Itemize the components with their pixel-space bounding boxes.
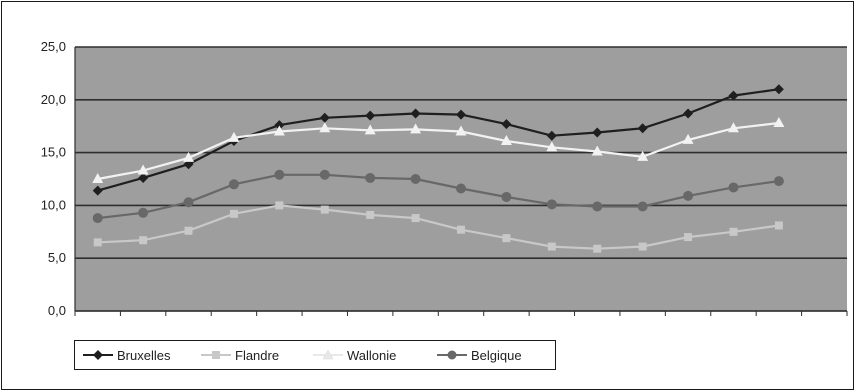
- data-point-wallonie: [773, 117, 785, 128]
- y-tick-label: 15,0: [41, 145, 66, 160]
- data-point-belgique: [365, 172, 376, 183]
- legend-label-flandre: Flandre: [235, 347, 280, 363]
- data-point-belgique: [683, 190, 694, 201]
- data-point-wallonie: [228, 131, 240, 142]
- data-point-bruxelles: [456, 109, 466, 120]
- data-point-flandre: [229, 209, 238, 218]
- series-line-belgique: [97, 173, 780, 220]
- legend-marker-bruxelles: [83, 350, 113, 360]
- series-line-wallonie: [97, 121, 780, 181]
- data-point-bruxelles: [138, 172, 149, 183]
- data-point-belgique: [410, 174, 421, 184]
- data-point-wallonie: [455, 125, 467, 136]
- data-point-belgique: [92, 213, 103, 224]
- y-tick-label: 0,0: [48, 303, 66, 318]
- data-point-belgique: [637, 201, 648, 212]
- data-point-wallonie: [137, 164, 149, 175]
- y-tick-label: 5,0: [48, 250, 66, 265]
- data-point-bruxelles: [773, 84, 784, 95]
- legend-label-bruxelles: Bruxelles: [117, 347, 171, 363]
- data-point-belgique: [228, 179, 239, 190]
- plot-area: [75, 47, 847, 311]
- data-point-flandre: [547, 242, 556, 251]
- data-point-wallonie: [319, 122, 331, 133]
- data-point-bruxelles: [319, 112, 330, 123]
- legend-item-wallonie: Wallonie: [313, 341, 396, 369]
- data-point-bruxelles: [365, 110, 376, 121]
- data-point-flandre: [139, 236, 148, 245]
- legend-label-wallonie: Wallonie: [347, 347, 397, 363]
- data-point-flandre: [729, 227, 738, 236]
- data-point-belgique: [456, 183, 466, 194]
- data-point-belgique: [274, 169, 285, 180]
- legend-item-bruxelles: Bruxelles: [83, 341, 170, 369]
- data-point-bruxelles: [92, 185, 103, 196]
- data-point-flandre: [638, 242, 647, 251]
- data-point-flandre: [457, 225, 465, 234]
- series-line-bruxelles: [97, 88, 780, 192]
- data-point-belgique: [773, 176, 784, 187]
- data-point-bruxelles: [683, 108, 694, 119]
- legend-item-flandre: Flandre: [201, 341, 279, 369]
- y-tick-label: 20,0: [41, 92, 66, 107]
- legend-marker-wallonie: [313, 349, 343, 360]
- legend-item-belgique: Belgique: [437, 341, 522, 369]
- data-point-wallonie: [273, 125, 285, 136]
- legend-marker-flandre: [201, 351, 231, 359]
- data-point-belgique: [546, 199, 557, 210]
- data-point-flandre: [593, 244, 602, 253]
- data-point-flandre: [411, 214, 420, 223]
- data-point-wallonie: [637, 150, 649, 161]
- data-point-flandre: [320, 205, 329, 214]
- data-point-flandre: [502, 234, 511, 243]
- data-point-flandre: [275, 201, 284, 210]
- data-point-flandre: [774, 221, 783, 230]
- legend-marker-belgique: [437, 350, 467, 360]
- data-point-belgique: [728, 182, 739, 193]
- data-point-bruxelles: [546, 130, 557, 141]
- data-point-bruxelles: [592, 127, 603, 138]
- data-point-wallonie: [727, 122, 739, 133]
- data-point-belgique: [592, 201, 603, 212]
- data-point-flandre: [93, 238, 102, 247]
- data-point-wallonie: [591, 145, 603, 156]
- data-point-bruxelles: [410, 108, 421, 119]
- data-point-bruxelles: [501, 119, 512, 130]
- data-point-wallonie: [92, 173, 104, 183]
- data-point-bruxelles: [637, 123, 648, 134]
- data-point-flandre: [184, 226, 193, 235]
- y-tick-label: 10,0: [41, 197, 66, 212]
- data-point-wallonie: [183, 151, 195, 162]
- data-point-bruxelles: [274, 120, 285, 131]
- legend: Bruxelles Flandre Wallonie Belgique: [74, 340, 556, 370]
- data-point-flandre: [366, 210, 375, 219]
- y-tick-label: 25,0: [41, 39, 66, 54]
- data-point-belgique: [501, 191, 512, 202]
- series-line-flandre: [97, 204, 780, 250]
- data-point-wallonie: [682, 133, 694, 144]
- data-point-flandre: [684, 233, 693, 242]
- data-point-belgique: [183, 197, 194, 208]
- data-point-wallonie: [500, 134, 512, 145]
- data-point-belgique: [319, 169, 330, 180]
- data-point-wallonie: [546, 141, 558, 152]
- data-point-wallonie: [364, 124, 376, 135]
- data-point-belgique: [138, 207, 149, 218]
- legend-label-belgique: Belgique: [471, 347, 522, 363]
- data-point-wallonie: [410, 123, 422, 134]
- data-point-bruxelles: [728, 90, 739, 101]
